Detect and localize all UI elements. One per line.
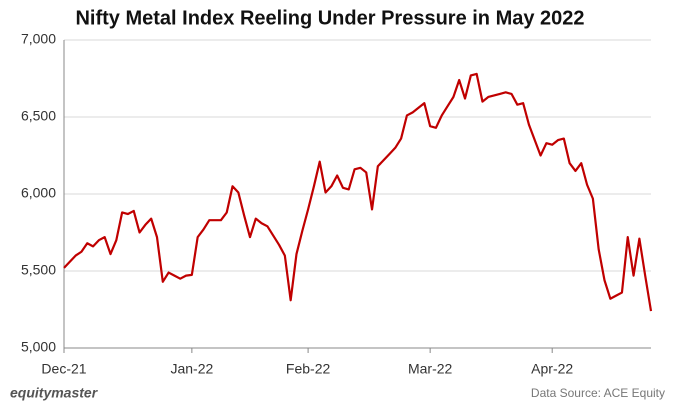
y-tick-label: 7,000 (21, 31, 56, 47)
x-tick-label: Dec-21 (41, 361, 86, 377)
source-note: Data Source: ACE Equity (531, 386, 665, 400)
x-tick-label: Mar-22 (408, 361, 453, 377)
brand: equitymaster (10, 385, 99, 401)
chart-title: Nifty Metal Index Reeling Under Pressure… (75, 7, 584, 29)
y-tick-label: 5,000 (21, 339, 56, 355)
y-tick-label: 6,500 (21, 108, 56, 124)
y-tick-label: 6,000 (21, 185, 56, 201)
x-tick-label: Jan-22 (170, 361, 213, 377)
y-tick-label: 5,500 (21, 262, 56, 278)
x-tick-label: Feb-22 (286, 361, 331, 377)
price-line (63, 72, 653, 312)
x-tick-label: Apr-22 (531, 361, 573, 377)
